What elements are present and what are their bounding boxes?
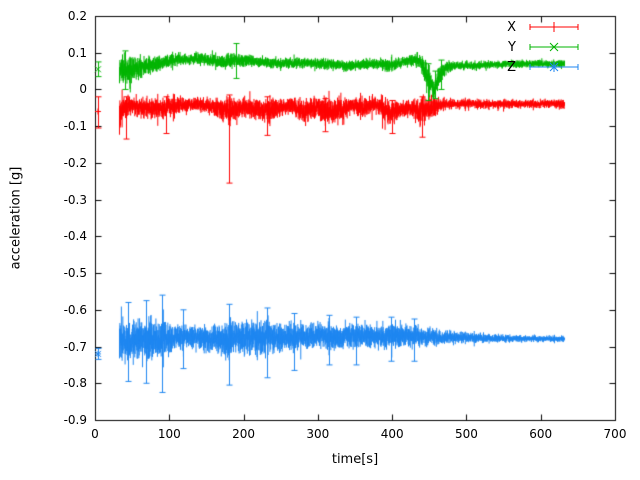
y-tick-label: 0.2: [67, 9, 87, 23]
x-tick-label: 700: [603, 427, 627, 441]
x-tick-label: 400: [380, 427, 404, 441]
legend-label-y: Y: [508, 39, 516, 55]
x-tick-label: 200: [232, 427, 256, 441]
x-axis-label: time[s]: [331, 452, 379, 467]
y-tick-label: -0.8: [63, 376, 87, 391]
y-tick-label: -0.7: [63, 339, 87, 354]
y-tick-label: -0.5: [63, 266, 87, 281]
legend: X Y Z: [507, 17, 580, 77]
y-tick-label: -0.2: [63, 155, 87, 170]
y-tick-label: -0.4: [63, 229, 87, 244]
y-tick-label: -0.1: [63, 119, 87, 134]
y-tick-label: -0.6: [63, 302, 87, 317]
legend-entry-y: Y: [507, 37, 580, 57]
x-tick-label: 0: [91, 427, 99, 441]
legend-entry-x: X: [507, 17, 580, 37]
y-tick-label: 0.1: [67, 45, 87, 60]
errorbar-sample-y-icon: [529, 42, 579, 52]
legend-label-x: X: [507, 19, 516, 35]
y-axis-label: acceleration [g]: [8, 166, 24, 270]
errorbar-sample-x-icon: [529, 22, 579, 32]
x-tick-label: 300: [306, 427, 330, 441]
y-tick-label: 0: [79, 82, 87, 97]
y-tick-label: -0.3: [63, 192, 87, 207]
legend-entry-z: Z: [507, 57, 580, 77]
legend-label-z: Z: [507, 59, 516, 75]
x-tick-label: 600: [529, 427, 553, 441]
y-tick-label: -0.9: [63, 413, 87, 427]
x-tick-label: 100: [157, 427, 181, 441]
x-tick-label: 500: [454, 427, 478, 441]
errorbar-sample-z-icon: [529, 62, 579, 72]
